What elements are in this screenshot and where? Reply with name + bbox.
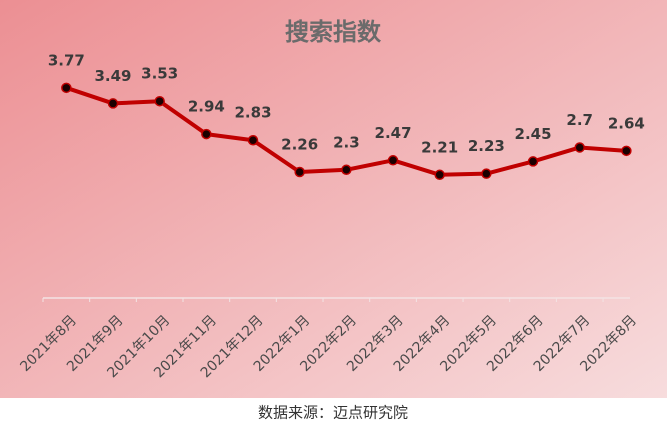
data-label: 2.26 (281, 136, 318, 154)
data-label: 2.7 (566, 111, 593, 129)
chart-background (0, 0, 667, 398)
data-point (574, 142, 585, 153)
data-point (154, 95, 165, 107)
data-label: 3.77 (48, 51, 85, 69)
chart-title: 搜索指数 (285, 18, 382, 46)
data-point (481, 168, 492, 179)
data-label: 2.45 (515, 125, 552, 143)
data-label: 3.49 (94, 67, 131, 85)
data-label: 2.94 (188, 98, 225, 116)
data-point (527, 156, 539, 167)
data-point (621, 145, 632, 157)
data-label: 3.53 (141, 65, 178, 83)
data-point (247, 134, 259, 146)
data-point (434, 169, 445, 181)
data-label: 2.23 (468, 137, 505, 155)
data-label: 2.83 (235, 104, 272, 122)
data-label: 2.47 (375, 124, 412, 142)
data-label: 2.21 (421, 138, 458, 156)
data-point (201, 128, 212, 140)
data-point (294, 166, 305, 178)
data-label: 2.3 (333, 133, 360, 151)
data-label: 2.64 (608, 114, 645, 132)
data-point (387, 155, 399, 166)
data-point (61, 82, 72, 94)
data-point (107, 98, 119, 109)
source-note: 数据来源：迈点研究院 (258, 404, 408, 422)
data-point (341, 164, 352, 176)
